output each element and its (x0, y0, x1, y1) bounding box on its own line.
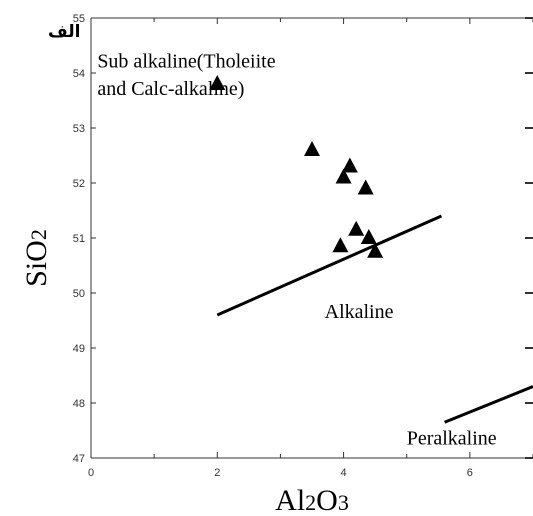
data-point-triangle (332, 237, 349, 253)
y-axis-ticks: 47 48 49 50 51 52 53 54 55 (73, 13, 533, 465)
boundary-lines (216, 214, 533, 424)
data-points (209, 75, 384, 258)
x-tick-label: 0 (88, 467, 94, 479)
y-tick-label: 54 (73, 68, 85, 80)
data-point-triangle (304, 141, 320, 156)
data-point-triangle (335, 168, 352, 184)
data-point-triangle (209, 75, 226, 90)
figure-label: الف (48, 22, 80, 42)
region-label: Alkaline (325, 301, 394, 323)
y-tick-label: 51 (73, 233, 85, 245)
y-tick-label: 55 (73, 13, 85, 25)
region-label: Peralkaline (407, 427, 497, 449)
x-tick-label: 2 (214, 467, 220, 479)
y-tick-label: 52 (73, 178, 85, 190)
y-tick-label: 48 (73, 398, 85, 410)
data-point-triangle (348, 220, 365, 236)
x-tick-label: 6 (467, 467, 473, 479)
y-tick-label: 50 (73, 288, 85, 300)
boundary-line (216, 214, 443, 317)
y-axis-title: SiO2 (20, 229, 53, 287)
y-tick-label: 47 (73, 453, 85, 465)
data-point-triangle (360, 229, 377, 244)
data-point-triangle (357, 179, 374, 195)
y-tick-label: 49 (73, 343, 85, 355)
x-axis-ticks: 0 2 4 6 (88, 18, 533, 479)
data-point-triangle (367, 242, 384, 258)
region-label: Sub alkaline(Tholeiite (97, 51, 275, 73)
data-point-triangle (341, 157, 358, 173)
region-label: and Calc-alkaline) (97, 78, 244, 100)
boundary-line (444, 385, 533, 424)
x-axis-title: Al2O3 (275, 484, 349, 516)
y-tick-label: 53 (73, 123, 85, 135)
region-labels: Sub alkaline(Tholeiite and Calc-alkaline)… (97, 51, 496, 450)
x-tick-label: 4 (341, 467, 347, 479)
